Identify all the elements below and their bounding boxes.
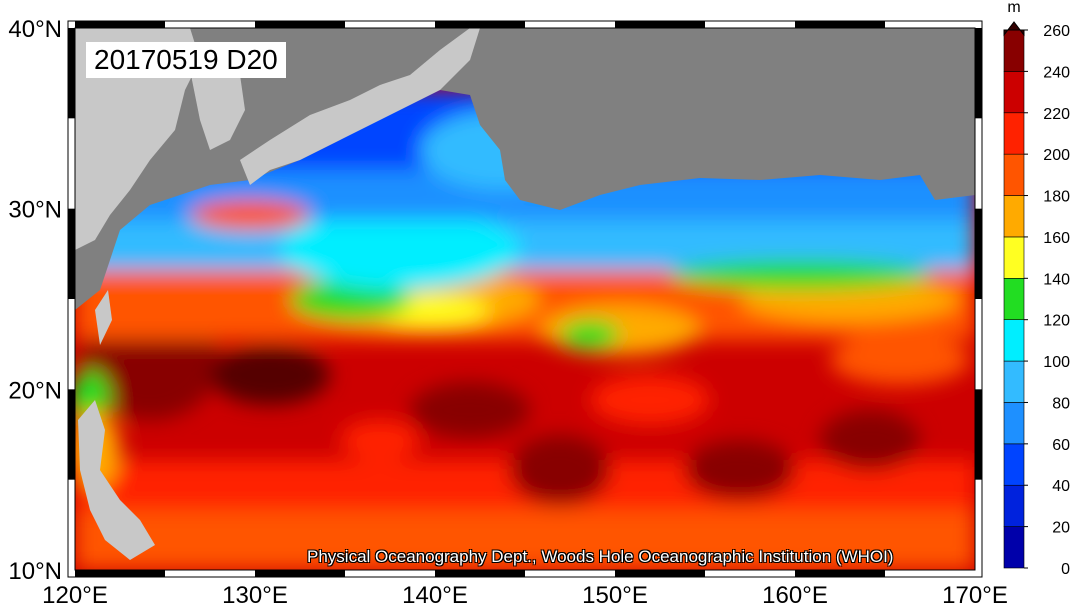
colorbar-tick-label: 40 <box>1052 478 1070 495</box>
frame-segment <box>75 21 165 28</box>
frame-segment <box>255 570 345 577</box>
lon-tick-label: 120°E <box>42 582 108 606</box>
frame-segment <box>68 208 75 299</box>
land-korea <box>190 70 245 150</box>
lat-tick-label: 20°N <box>8 377 62 404</box>
lon-tick-label: 140°E <box>402 582 468 606</box>
colorbar-swatch <box>1003 153 1025 196</box>
lat-tick-label: 10°N <box>8 558 62 585</box>
frame-segment <box>255 21 345 28</box>
colorbar-unit: m <box>1007 0 1020 16</box>
frame-segment <box>975 208 982 299</box>
lon-tick-label: 130°E <box>222 582 288 606</box>
colorbar-swatch <box>1003 402 1025 445</box>
colorbar-tick-label: 80 <box>1052 395 1070 412</box>
nodata-region <box>75 28 975 310</box>
land-japan <box>240 28 480 185</box>
colorbar-swatch <box>1003 443 1025 486</box>
colorbar-swatch <box>1003 236 1025 279</box>
frame-segment <box>615 570 705 577</box>
colorbar-tick-label: 20 <box>1052 520 1070 537</box>
colorbar-tick-label: 180 <box>1043 189 1070 206</box>
colorbar-swatch <box>1003 195 1025 238</box>
colorbar-swatch <box>1003 278 1025 320</box>
colorbar-swatch <box>1003 112 1025 155</box>
colorbar-swatch <box>1003 360 1025 403</box>
land-taiwan <box>95 290 112 345</box>
frame-segment <box>795 570 885 577</box>
colorbar-tick-label: 260 <box>1043 23 1070 40</box>
lat-tick-label: 40°N <box>8 16 62 43</box>
colorbar-tick-label: 200 <box>1043 147 1070 164</box>
colorbar-tick-label: 60 <box>1052 437 1070 454</box>
colorbar-tick-label: 0 <box>1061 561 1070 578</box>
lon-tick-label: 160°E <box>762 582 828 606</box>
colorbar-swatch <box>1003 71 1025 114</box>
land-asia-mainland <box>75 28 200 250</box>
lon-tick-label: 150°E <box>582 582 648 606</box>
lon-tick-label: 170°E <box>942 582 1008 606</box>
colorbar: 0 20 40 60 80 100 120 140 160 180 200 220 240 260 <box>1003 21 1070 578</box>
map-frame-ticks <box>68 21 982 577</box>
map-plot-area <box>75 28 975 570</box>
land-philippines <box>78 400 155 560</box>
lat-tick-labels: 10°N 20°N 30°N 40°N <box>8 16 62 585</box>
colorbar-swatch <box>1003 484 1025 527</box>
colorbar-tick-label: 240 <box>1043 64 1070 81</box>
lon-tick-labels: 120°E 130°E 140°E 150°E 160°E 170°E <box>42 582 1008 606</box>
colorbar-tick-label: 140 <box>1043 271 1070 288</box>
frame-segment <box>68 28 75 119</box>
colorbar-tick-label: 100 <box>1043 354 1070 371</box>
frame-segment <box>975 28 982 119</box>
colorbar-tick-label: 120 <box>1043 313 1070 330</box>
colorbar-swatch <box>1003 526 1025 569</box>
frame-segment <box>435 21 525 28</box>
colorbar-swatch <box>1003 29 1025 72</box>
frame-segment <box>435 570 525 577</box>
lat-tick-label: 30°N <box>8 197 62 224</box>
colorbar-swatch <box>1003 319 1025 362</box>
frame-segment <box>975 389 982 480</box>
frame-segment <box>75 570 165 577</box>
colorbar-swatch <box>1003 21 1025 37</box>
frame-segment <box>795 21 885 28</box>
credit-text: Physical Oceanography Dept., Woods Hole … <box>307 547 894 566</box>
frame-segment <box>68 389 75 480</box>
frame-segment <box>615 21 705 28</box>
colorbar-tick-label: 160 <box>1043 230 1070 247</box>
map-title: 20170519 D20 <box>86 42 286 78</box>
colorbar-tick-label: 220 <box>1043 106 1070 123</box>
